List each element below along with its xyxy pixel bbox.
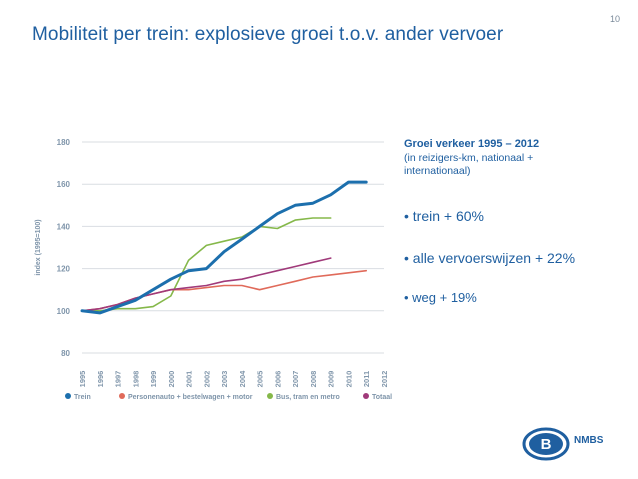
- logo-text: NMBS: [574, 435, 604, 446]
- legend-marker: [119, 393, 125, 399]
- y-tick-label: 180: [57, 138, 71, 147]
- x-tick-label: 1995: [78, 371, 87, 388]
- legend-label: Bus, tram en metro: [276, 394, 340, 401]
- series-line-totaal: [81, 257, 332, 312]
- x-tick-label: 2009: [327, 371, 336, 388]
- x-tick-label: 1998: [131, 371, 140, 388]
- x-tick-label: 2006: [273, 371, 282, 388]
- info-heading: Groei verkeer 1995 – 2012: [404, 138, 540, 150]
- x-tick-label: 2012: [380, 371, 389, 388]
- y-tick-label: 140: [57, 222, 71, 231]
- y-tick-label: 100: [57, 307, 71, 316]
- series-line-bus-tram-en-metro: [81, 217, 332, 312]
- x-tick-label: 2011: [362, 371, 371, 387]
- x-tick-label: 2000: [167, 371, 176, 388]
- x-tick-label: 2001: [185, 371, 194, 388]
- legend-marker: [65, 393, 71, 399]
- x-tick-label: 2005: [256, 371, 265, 388]
- slide-title: Mobiliteit per trein: explosieve groei t…: [32, 24, 504, 45]
- y-tick-label: 120: [57, 265, 71, 274]
- x-tick-label: 1996: [96, 371, 105, 388]
- bullet-weg: • weg + 19%: [404, 290, 477, 305]
- chart: 180 160 140 120 100 80 index (1995=100) 1995 199…: [28, 128, 400, 410]
- x-tick-label: 2004: [238, 370, 247, 388]
- y-tick-label: 160: [57, 180, 71, 189]
- nmbs-logo-mark: B: [522, 427, 570, 461]
- page-number: 10: [609, 14, 620, 24]
- series-line-trein: [80, 180, 368, 315]
- nmbs-logo: B NMBS: [522, 424, 604, 464]
- bullet-alle-vervoerswijzen: • alle vervoerswijzen + 22%: [404, 250, 576, 266]
- chart-svg: 180 160 140 120 100 80 index (1995=100) 1995 199…: [35, 138, 392, 401]
- info-subheading: (in reizigers-km, nationaal + internatio…: [404, 152, 534, 177]
- x-tick-label: 1999: [149, 371, 158, 388]
- legend-label: Personenauto + bestelwagen + motor: [128, 394, 253, 401]
- x-tick-label: 2010: [344, 371, 353, 388]
- y-axis-label: index (1995=100): [35, 219, 42, 275]
- legend-label: Totaal: [372, 394, 392, 401]
- x-tick-label: 2007: [291, 371, 300, 388]
- x-tick-label: 2002: [202, 371, 211, 388]
- bullet-trein: • trein + 60%: [404, 208, 485, 224]
- x-tick-label: 2008: [309, 371, 318, 388]
- info-box: Groei verkeer 1995 – 2012 (in reizigers-…: [404, 138, 624, 305]
- x-tick-label: 1997: [114, 371, 123, 388]
- legend-label: Trein: [74, 394, 91, 401]
- legend-marker: [363, 393, 369, 399]
- logo-letter: B: [541, 436, 552, 453]
- y-tick-label: 80: [61, 349, 70, 358]
- x-tick-label: 2003: [220, 371, 229, 388]
- legend-marker: [267, 393, 273, 399]
